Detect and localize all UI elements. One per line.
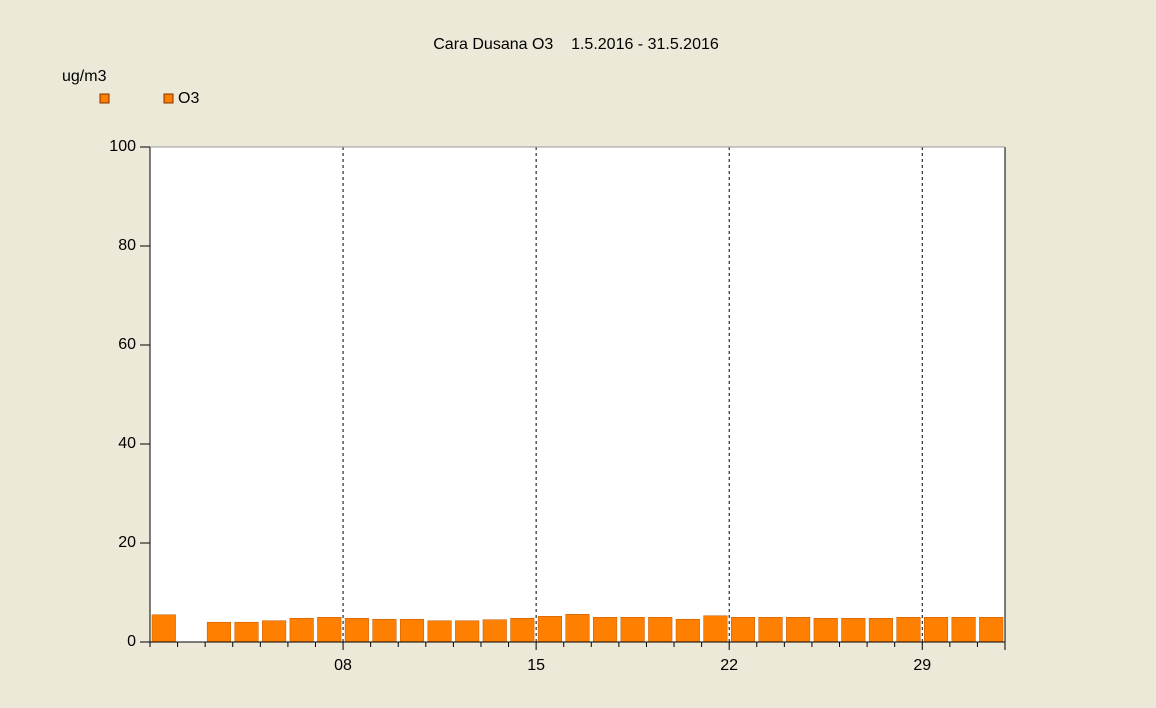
chart-title: Cara Dusana O3 1.5.2016 - 31.5.2016: [433, 36, 719, 53]
x-tick-label: 29: [913, 657, 931, 674]
y-axis-label: ug/m3: [62, 68, 107, 85]
bar: [206, 621, 231, 643]
bar: [786, 617, 811, 643]
y-tick-label: 20: [118, 534, 136, 551]
bar: [648, 617, 673, 643]
bar: [234, 621, 259, 643]
bar: [372, 618, 397, 643]
x-tick-label: 22: [720, 657, 738, 674]
legend-swatch: [99, 93, 110, 104]
bar: [730, 617, 756, 643]
bar: [813, 617, 838, 643]
legend-label: O3: [178, 90, 199, 107]
bar: [399, 618, 425, 643]
bar: [924, 617, 949, 643]
bar: [951, 617, 976, 643]
bar: [344, 617, 369, 643]
bar: [510, 617, 535, 643]
bar: [841, 617, 866, 643]
bar: [565, 614, 590, 643]
bar: [427, 620, 452, 643]
y-tick-label: 60: [118, 336, 136, 353]
legend-swatch: [163, 93, 174, 104]
bar: [675, 618, 700, 643]
bar: [868, 617, 893, 643]
bar: [482, 619, 507, 643]
bar: [317, 617, 342, 643]
bar: [537, 616, 562, 643]
bar: [703, 615, 728, 643]
y-tick-label: 40: [118, 435, 136, 452]
bar: [151, 614, 176, 643]
bar: [758, 617, 783, 643]
bar: [289, 617, 314, 643]
x-tick-label: 15: [527, 657, 545, 674]
bar: [979, 617, 1004, 643]
bar: [896, 617, 921, 643]
bar: [262, 620, 287, 643]
y-tick-label: 0: [127, 633, 136, 650]
bar: [455, 620, 480, 643]
plot-area: [150, 147, 1005, 642]
bar: [593, 617, 618, 643]
y-tick-label: 80: [118, 237, 136, 254]
bar: [620, 617, 645, 643]
y-tick-label: 100: [109, 138, 136, 155]
x-tick-label: 08: [334, 657, 352, 674]
